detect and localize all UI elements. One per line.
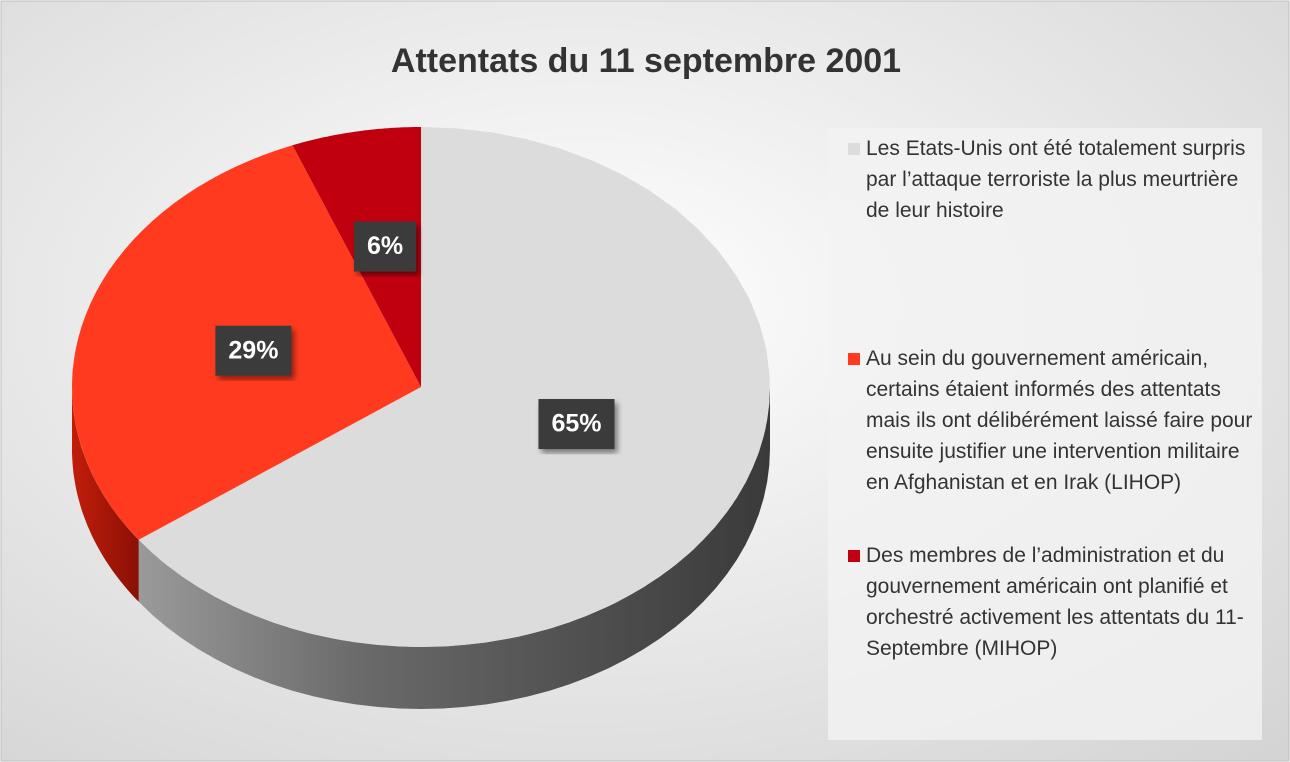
legend-label: Des membres de l’administration et du go… xyxy=(866,544,1244,660)
legend-swatch xyxy=(848,143,860,155)
value-label-box xyxy=(538,399,615,450)
value-label-box xyxy=(353,221,417,272)
value-label: 29% xyxy=(228,336,278,364)
legend-item: Des membres de l’administration et du go… xyxy=(848,540,1266,664)
legend-swatch xyxy=(848,353,860,365)
legend-label: Au sein du gouvernement américain, certa… xyxy=(866,347,1253,494)
value-label: 6% xyxy=(367,232,403,260)
chart-title: Attentats du 11 septembre 2001 xyxy=(391,42,901,80)
slice-side xyxy=(72,387,139,602)
slice xyxy=(138,127,770,647)
legend-panel xyxy=(828,128,1262,740)
legend-label: Les Etats-Unis ont été totalement surpri… xyxy=(866,137,1246,222)
value-label-group: 29% xyxy=(215,325,292,376)
value-label-box xyxy=(215,325,292,376)
slice-side xyxy=(138,387,770,709)
legend-item: Au sein du gouvernement américain, certa… xyxy=(848,343,1266,498)
legend-item: Les Etats-Unis ont été totalement surpri… xyxy=(848,133,1266,226)
legend-swatch xyxy=(848,550,860,562)
value-label-group: 65% xyxy=(538,399,615,450)
value-label: 65% xyxy=(551,410,601,438)
value-label-group: 6% xyxy=(353,221,417,272)
